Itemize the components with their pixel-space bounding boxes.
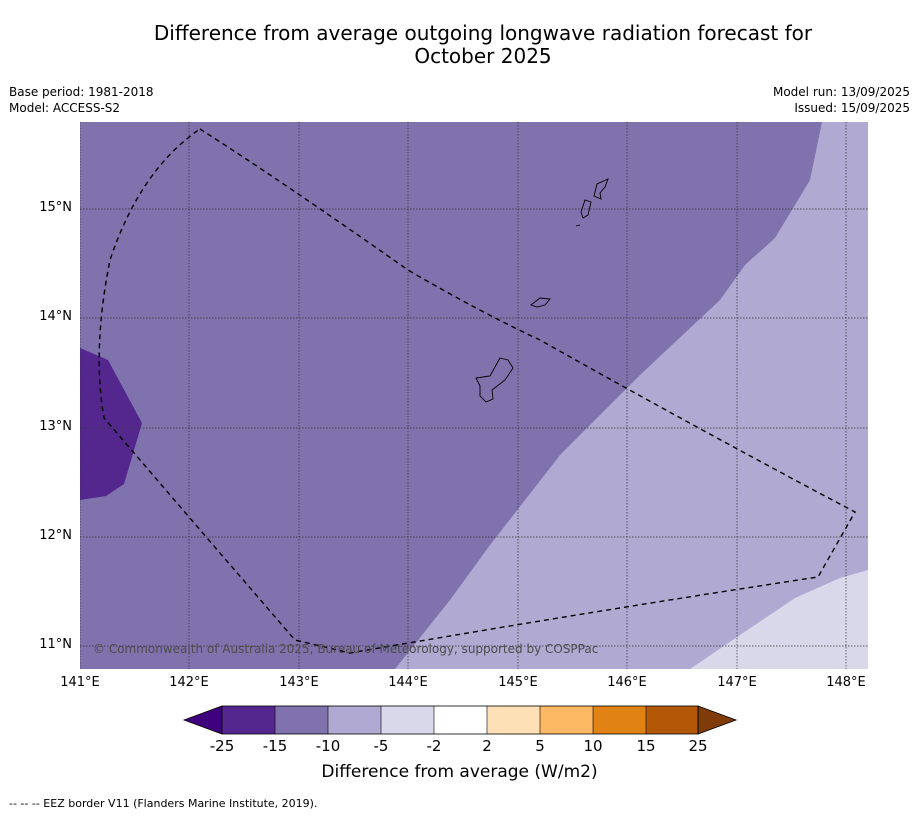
lat-tick-label: 14°N xyxy=(39,309,72,324)
lon-tick-label: 141°E xyxy=(60,675,100,690)
colorbar-label: -15 xyxy=(262,737,288,755)
lat-tick-label: 12°N xyxy=(39,528,72,543)
tinian-island xyxy=(580,199,592,219)
colorbar-dividers xyxy=(274,706,647,734)
colorbar-label: -25 xyxy=(209,737,235,755)
anomaly-field-minus10-minus5 xyxy=(395,122,868,669)
eez-border xyxy=(98,128,856,654)
title-line-2: October 2025 xyxy=(414,44,552,68)
colorbar-extend-low xyxy=(182,705,223,735)
colorbar-extend-high xyxy=(697,705,738,735)
base-period: Base period: 1981-2018 xyxy=(9,85,154,99)
colorbar-bin xyxy=(275,706,328,734)
colorbar-label: 15 xyxy=(636,737,656,755)
issued-date: Issued: 15/09/2025 xyxy=(794,101,910,115)
colorbar-bin xyxy=(328,706,381,734)
meta-right: Model run: 13/09/2025 Issued: 15/09/2025 xyxy=(773,84,910,116)
lon-tick-label: 145°E xyxy=(498,675,538,690)
colorbar-bin xyxy=(540,706,593,734)
lat-tick-label: 15°N xyxy=(39,200,72,215)
aguijan-island xyxy=(575,224,581,227)
map-panel xyxy=(80,122,868,669)
colorbar-outline xyxy=(221,705,699,735)
meta-left: Base period: 1981-2018 Model: ACCESS-S2 xyxy=(9,84,154,116)
colorbar-bin xyxy=(593,706,646,734)
colorbar-label: 25 xyxy=(688,737,708,755)
anomaly-field-minus25-minus15 xyxy=(80,348,142,500)
lon-tick-label: 144°E xyxy=(388,675,428,690)
islands xyxy=(475,178,609,403)
colorbar-bin xyxy=(487,706,540,734)
lon-tick-label: 142°E xyxy=(169,675,209,690)
title-line-1: Difference from average outgoing longwav… xyxy=(153,21,813,45)
saipan-island xyxy=(593,178,609,200)
lon-tick-label: 148°E xyxy=(826,675,866,690)
lon-tick-label: 146°E xyxy=(607,675,647,690)
colorbar-title: Difference from average (W/m2) xyxy=(321,762,598,782)
colorbar-bin xyxy=(646,706,698,734)
eez-footnote: -- -- -- EEZ border V11 (Flanders Marine… xyxy=(9,797,318,810)
copyright-notice: © Commonwealth of Australia 2025, Bureau… xyxy=(93,642,599,656)
model-run: Model run: 13/09/2025 xyxy=(772,85,910,99)
colorbar-bin xyxy=(434,706,487,734)
lat-tick-label: 11°N xyxy=(39,637,72,652)
colorbar-label: 5 xyxy=(535,737,545,755)
chart-title: Difference from average outgoing longwav… xyxy=(60,22,906,68)
guam-island xyxy=(475,357,514,403)
colorbar-bin xyxy=(222,706,275,734)
colorbar-label: 2 xyxy=(482,737,492,755)
colorbar xyxy=(182,705,738,735)
colorbar-label: -2 xyxy=(426,737,442,755)
lon-tick-label: 147°E xyxy=(717,675,757,690)
colorbar-bin xyxy=(381,706,434,734)
lon-tick-label: 143°E xyxy=(279,675,319,690)
anomaly-field-minus5-minus2 xyxy=(690,570,868,669)
rota-island xyxy=(530,297,551,308)
colorbar-label: 10 xyxy=(583,737,603,755)
lat-tick-label: 13°N xyxy=(39,419,72,434)
model-name: Model: ACCESS-S2 xyxy=(9,101,121,115)
colorbar-label: -5 xyxy=(373,737,389,755)
colorbar-label: -10 xyxy=(315,737,341,755)
gridlines xyxy=(80,122,868,669)
